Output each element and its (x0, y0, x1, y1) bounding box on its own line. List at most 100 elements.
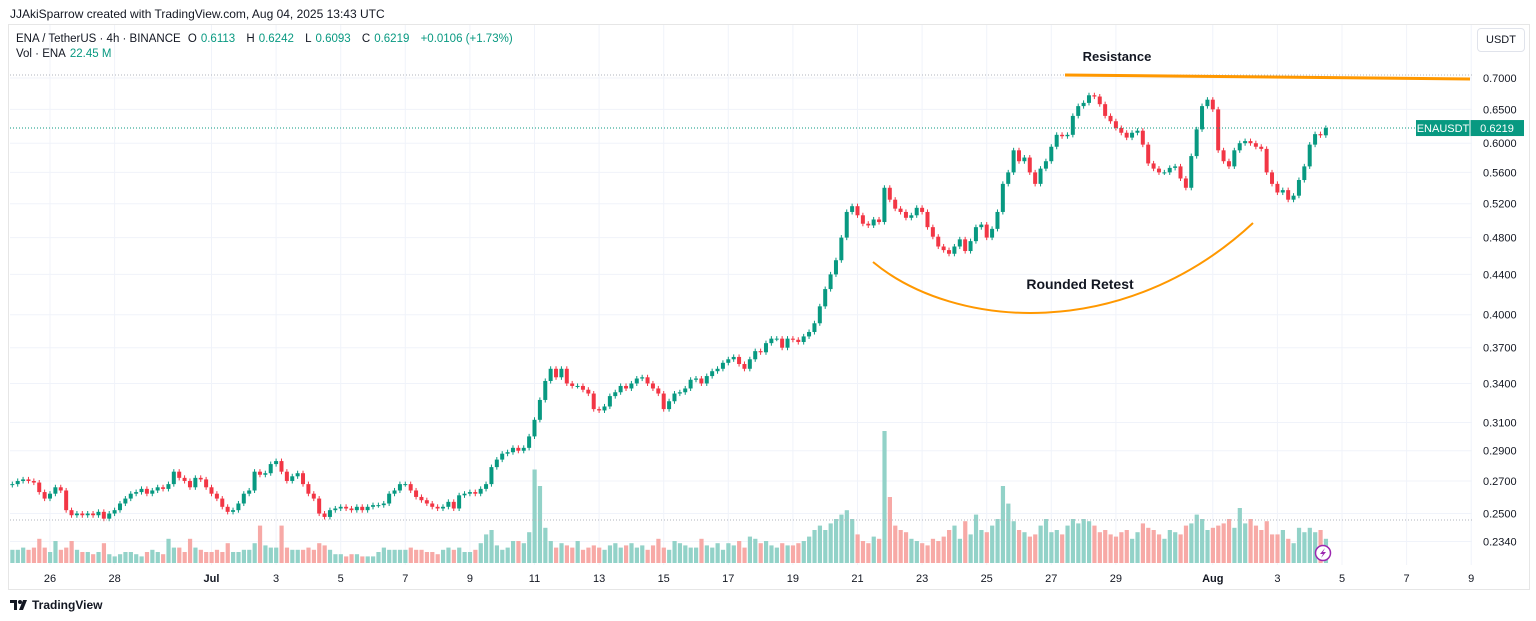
candle (451, 499, 456, 512)
candle (344, 504, 349, 512)
candle (823, 286, 828, 309)
volume-bar (543, 527, 548, 563)
candle (198, 475, 203, 482)
volume-bar (1022, 532, 1027, 563)
candle (69, 507, 74, 518)
volume-bar (634, 547, 639, 563)
candle (699, 375, 704, 387)
candle (484, 481, 489, 492)
volume-bar (1264, 521, 1269, 563)
candle (107, 510, 112, 522)
volume-value: 22.45 M (69, 48, 112, 60)
volume-bar (871, 536, 876, 563)
candle (629, 380, 634, 392)
volume-bar (1097, 532, 1102, 563)
candle (591, 391, 596, 412)
volume-bar (478, 543, 483, 563)
resistance-line[interactable] (1064, 73, 1471, 81)
candle (1243, 138, 1248, 146)
volume-bar (37, 538, 42, 563)
candle (161, 484, 166, 492)
currency-button[interactable]: USDT (1477, 28, 1525, 52)
candle (101, 509, 106, 522)
candle (182, 475, 187, 484)
candle (570, 380, 575, 389)
candle (349, 505, 354, 513)
candle (204, 476, 209, 490)
lightning-icon[interactable] (1314, 544, 1332, 562)
volume-bar (1076, 523, 1081, 563)
candle (1318, 131, 1323, 138)
x-tick-label: 28 (108, 573, 120, 585)
volume-bar (446, 547, 451, 563)
candle (1076, 103, 1081, 119)
volume-bar (1027, 536, 1032, 563)
candle (602, 403, 607, 413)
volume-bar (597, 547, 602, 563)
candle (139, 486, 144, 495)
candle (279, 458, 284, 475)
candle (882, 185, 887, 225)
volume-bar (500, 549, 505, 563)
y-tick-label: 0.2500 (1483, 509, 1517, 521)
y-tick-label: 0.3700 (1483, 343, 1517, 355)
volume-bar (607, 545, 613, 563)
candle (871, 216, 876, 228)
volume-bar (629, 543, 634, 563)
y-tick-label: 0.2340 (1483, 537, 1517, 549)
volume-bar (575, 541, 580, 563)
x-tick-label: 17 (722, 573, 734, 585)
candle (1049, 144, 1054, 164)
volume-bar (430, 552, 435, 563)
volume-bar (1065, 525, 1070, 563)
volume-bar (96, 552, 101, 563)
candle (1189, 153, 1194, 191)
candle (763, 340, 768, 355)
volume-bar (489, 530, 494, 563)
candle (1038, 166, 1043, 187)
volume-bar (484, 534, 489, 563)
volume-bar (807, 536, 812, 563)
y-tick-label: 0.6000 (1483, 138, 1517, 150)
volume-bar (1043, 519, 1049, 563)
volume-bar (737, 541, 742, 563)
symbol-name[interactable]: ENA / TetherUS · 4h · BINANCE (16, 33, 181, 45)
volume-bar (624, 545, 629, 563)
volume-bar (268, 547, 273, 563)
volume-bar (1243, 523, 1248, 563)
volume-bar (435, 554, 440, 563)
volume-bar (1275, 534, 1280, 563)
volume-bar (839, 514, 844, 563)
candle (505, 449, 510, 457)
candle (134, 489, 139, 497)
candle (903, 209, 908, 221)
volume-bar (344, 556, 349, 563)
candle (1286, 187, 1291, 203)
volume-bar (209, 552, 214, 563)
candle (828, 271, 833, 292)
volume-bar (925, 545, 930, 563)
y-tick-label: 0.5200 (1483, 199, 1517, 211)
candle (1205, 97, 1210, 109)
x-tick-label: 15 (658, 573, 670, 585)
candle (833, 257, 838, 277)
x-tick-label: Jul (204, 573, 220, 585)
candle (564, 366, 569, 387)
candle (333, 505, 338, 513)
volume-bar (1194, 514, 1199, 563)
volume-bar (898, 530, 903, 563)
low-value: 0.6093 (315, 33, 351, 45)
volume-bar (990, 525, 995, 563)
volume-bar (844, 510, 849, 563)
candle (855, 203, 860, 218)
candle (214, 491, 219, 502)
candle (1216, 106, 1221, 153)
rounded-retest-curve[interactable] (872, 222, 1254, 314)
candle (737, 354, 742, 367)
volume-bar (947, 530, 952, 563)
volume-bar (48, 552, 53, 563)
candle (930, 224, 935, 240)
candle (284, 469, 289, 484)
volume-bar (204, 552, 209, 563)
